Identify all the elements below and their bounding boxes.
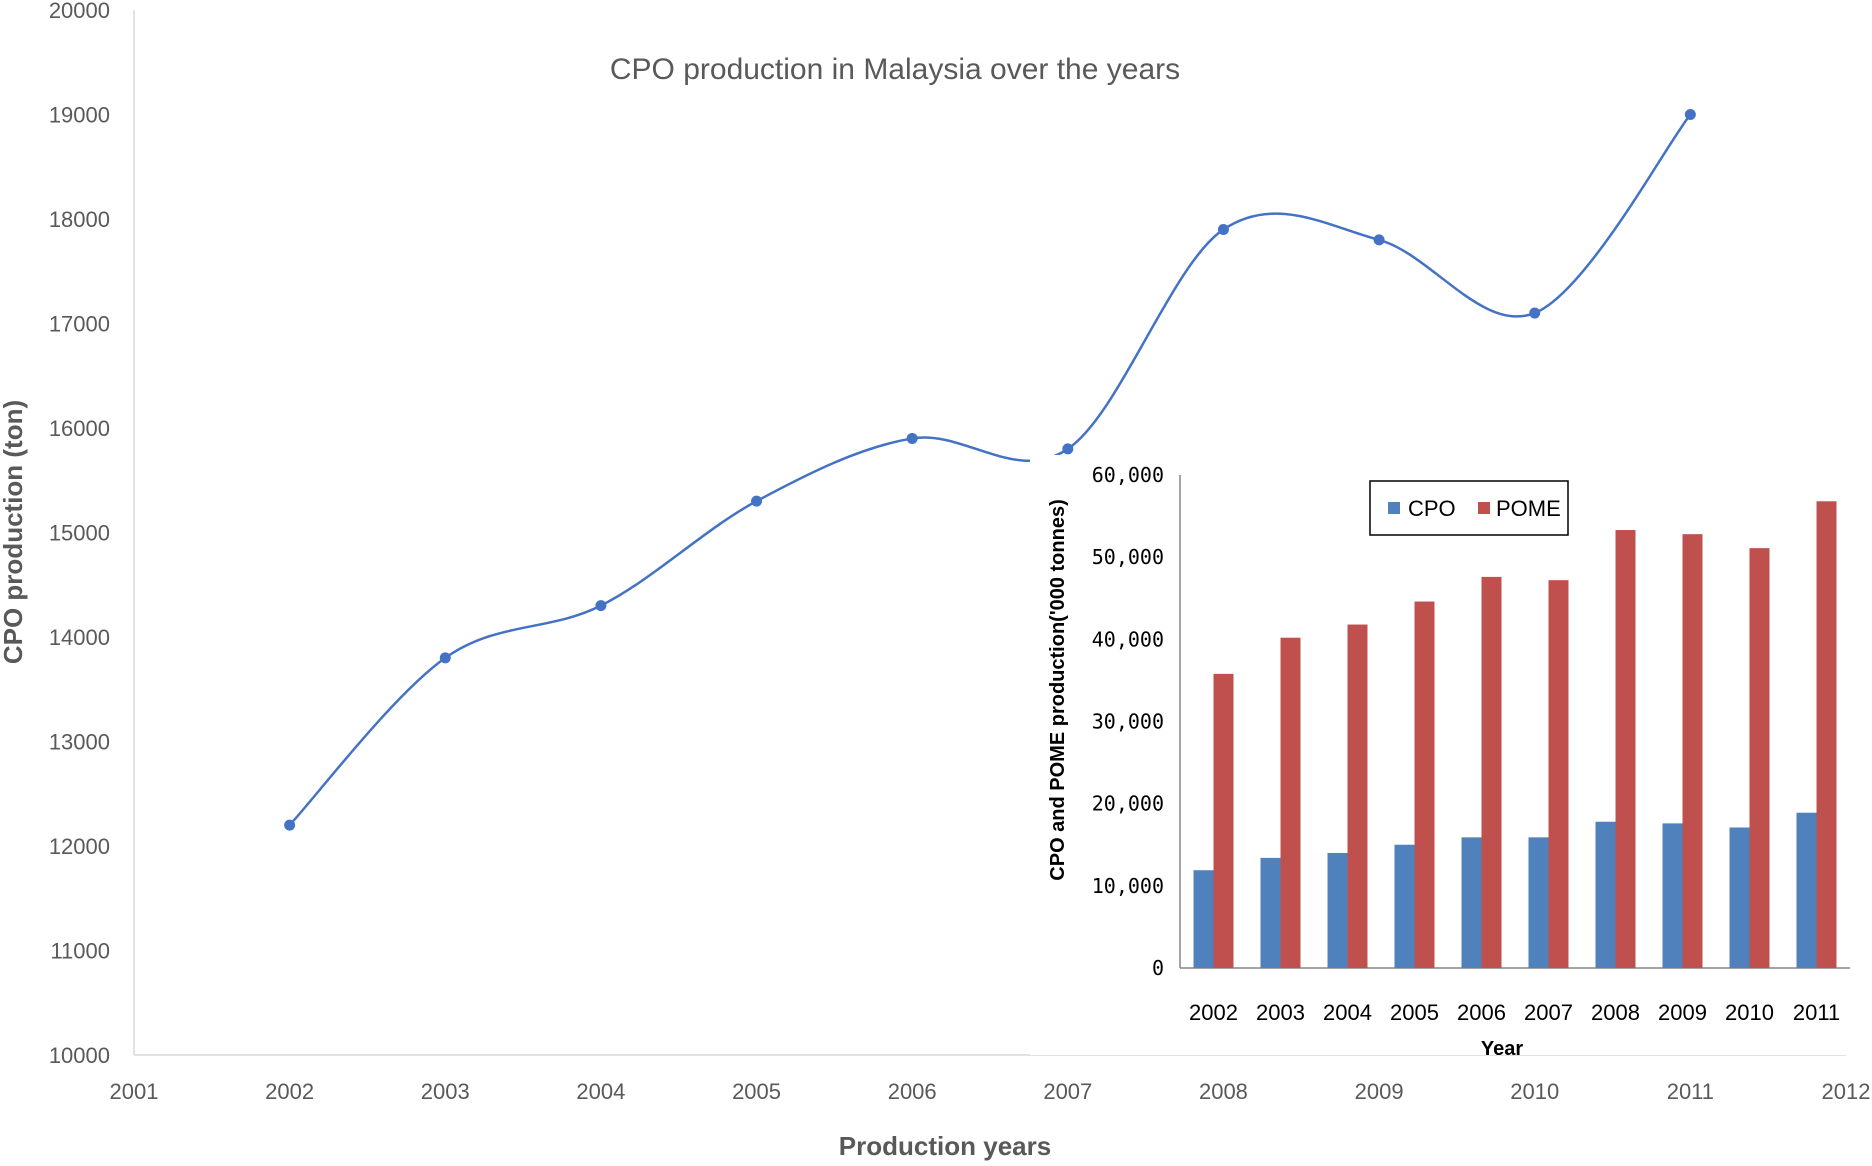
main-y-tick-label: 12000 <box>49 834 110 859</box>
main-x-tick-labels: 2001 2002 2003 2004 2005 2006 2007 2008 2009 2010… <box>110 1079 1871 1104</box>
main-x-tick-label: 2001 <box>110 1079 159 1104</box>
main-y-tick-labels: 10000 11000 12000 13000 14000 15000 16000 17000… <box>49 0 110 1068</box>
cpo-data-point <box>595 600 607 612</box>
inset-x-tick-label: 2011 <box>1793 1000 1840 1025</box>
cpo-data-point <box>906 432 918 444</box>
inset-y-tick-label: 60,000 <box>1092 463 1164 487</box>
cpo-bar <box>1193 870 1214 968</box>
pome-bar <box>1615 530 1636 968</box>
cpo-data-point <box>751 495 763 507</box>
cpo-bar <box>1394 844 1415 968</box>
main-x-tick-label: 2002 <box>265 1079 314 1104</box>
cpo-bar <box>1595 821 1616 968</box>
inset-x-tick-label: 2005 <box>1390 1000 1439 1025</box>
main-y-tick-label: 16000 <box>49 416 110 441</box>
inset-x-tick-label: 2009 <box>1658 1000 1707 1025</box>
main-y-axis-title: CPO production (ton) <box>0 400 28 664</box>
main-x-tick-label: 2008 <box>1199 1079 1248 1104</box>
main-y-tick-label: 19000 <box>49 103 110 128</box>
inset-y-tick-labels: 0 10,000 20,000 30,000 40,000 50,000 60,000 <box>1092 463 1164 980</box>
cpo-data-point <box>1217 223 1229 235</box>
main-y-tick-label: 14000 <box>49 625 110 650</box>
main-y-tick-label: 10000 <box>49 1043 110 1068</box>
main-x-axis-title: Production years <box>839 1131 1051 1161</box>
inset-x-tick-labels: 2002 2003 2004 2005 2006 2007 2008 2009 2010 2011 <box>1189 1000 1840 1025</box>
cpo-data-point <box>1373 234 1385 246</box>
cpo-bar <box>1729 827 1750 968</box>
cpo-data-point <box>1529 307 1541 319</box>
main-x-tick-label: 2009 <box>1355 1079 1404 1104</box>
cpo-bar <box>1796 812 1817 968</box>
legend-swatch-pome <box>1478 502 1490 514</box>
pome-bar <box>1347 624 1368 968</box>
main-y-tick-label: 15000 <box>49 521 110 546</box>
cpo-data-point <box>439 652 451 664</box>
cpo-data-point <box>1062 443 1074 455</box>
main-chart-title: CPO production in Malaysia over the year… <box>610 53 1180 86</box>
pome-bar <box>1682 534 1703 968</box>
main-x-tick-label: 2011 <box>1667 1079 1714 1104</box>
main-x-tick-label: 2012 <box>1822 1079 1871 1104</box>
pome-bar <box>1816 501 1837 968</box>
inset-x-tick-label: 2008 <box>1591 1000 1640 1025</box>
inset-x-tick-label: 2004 <box>1323 1000 1372 1025</box>
pome-bar <box>1414 601 1435 968</box>
main-y-tick-label: 17000 <box>49 312 110 337</box>
pome-bar <box>1548 580 1569 968</box>
main-x-tick-label: 2006 <box>888 1079 937 1104</box>
inset-y-tick-label: 0 <box>1152 956 1164 980</box>
inset-y-tick-label: 30,000 <box>1092 710 1164 734</box>
main-x-tick-label: 2004 <box>576 1079 625 1104</box>
main-y-tick-label: 20000 <box>49 0 110 23</box>
inset-x-tick-label: 2003 <box>1256 1000 1305 1025</box>
inset-y-tick-label: 10,000 <box>1092 874 1164 898</box>
inset-bar-chart: 0 10,000 20,000 30,000 40,000 50,000 60,000 20… <box>1030 455 1872 1060</box>
inset-x-tick-label: 2010 <box>1725 1000 1774 1025</box>
inset-x-axis-title: Year <box>1481 1038 1523 1060</box>
cpo-bar <box>1260 857 1281 968</box>
inset-x-tick-label: 2007 <box>1524 1000 1573 1025</box>
main-y-tick-label: 18000 <box>49 207 110 232</box>
pome-bar <box>1280 637 1301 968</box>
main-x-tick-label: 2005 <box>732 1079 781 1104</box>
inset-y-tick-label: 40,000 <box>1092 627 1164 651</box>
inset-x-tick-label: 2002 <box>1189 1000 1238 1025</box>
legend-box <box>1369 480 1569 536</box>
cpo-data-point <box>1684 109 1696 120</box>
cpo-production-line <box>288 113 1692 826</box>
pome-bar <box>1749 548 1770 968</box>
inset-y-axis-title: CPO and POME production('000 tonnes) <box>1047 499 1069 880</box>
inset-x-tick-label: 2006 <box>1457 1000 1506 1025</box>
legend-label-cpo: CPO <box>1408 496 1456 521</box>
inset-legend: CPO POME <box>1369 480 1569 536</box>
main-y-tick-label: 11000 <box>50 939 110 964</box>
cpo-bar <box>1327 852 1348 968</box>
inset-bars <box>1193 501 1837 968</box>
main-y-tick-label: 13000 <box>49 730 110 755</box>
main-x-tick-label: 2010 <box>1510 1079 1559 1104</box>
legend-label-pome: POME <box>1496 496 1561 521</box>
legend-swatch-cpo <box>1388 502 1400 514</box>
cpo-production-points <box>284 109 1696 831</box>
main-x-tick-label: 2007 <box>1043 1079 1092 1104</box>
pome-bar <box>1213 673 1234 968</box>
inset-y-tick-label: 50,000 <box>1092 545 1164 569</box>
pome-bar <box>1481 576 1502 968</box>
inset-y-tick-label: 20,000 <box>1092 792 1164 816</box>
cpo-bar <box>1461 837 1482 968</box>
cpo-bar <box>1528 837 1549 968</box>
cpo-data-point <box>284 819 296 831</box>
cpo-bar <box>1662 823 1683 968</box>
main-x-tick-label: 2003 <box>421 1079 470 1104</box>
